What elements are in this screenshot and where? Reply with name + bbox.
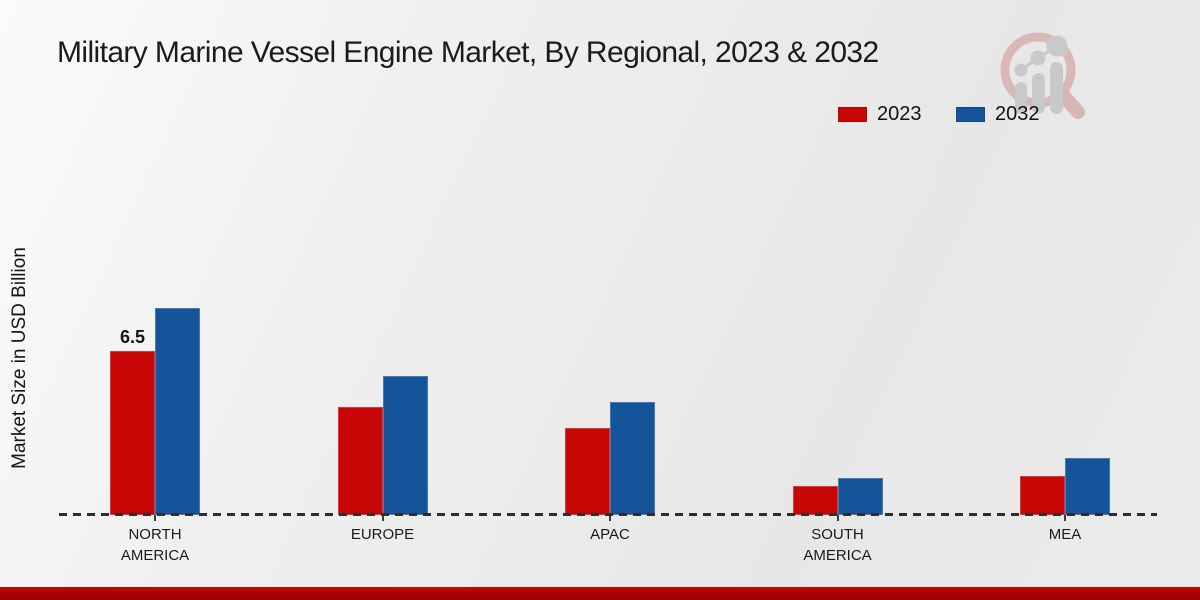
legend-item-2023: 2023	[838, 103, 922, 126]
growth-bars-icon	[1014, 35, 1068, 114]
x-axis-tick	[836, 515, 839, 521]
x-axis-dashed-baseline	[59, 513, 1157, 516]
x-axis-category-label: NORTH AMERICA	[120, 526, 190, 564]
bar-2023-south-america	[792, 486, 838, 515]
x-axis-tick	[154, 515, 156, 521]
bar-2023-apac	[565, 428, 610, 515]
legend-swatch-2032	[956, 107, 985, 122]
legend-label-2023: 2023	[877, 103, 922, 125]
x-axis-category-label: SOUTH AMERICA	[803, 526, 872, 564]
x-axis-tick	[609, 515, 611, 521]
x-axis-tick	[1064, 515, 1066, 521]
legend-label-2032: 2032	[995, 103, 1040, 125]
bar-2032-south-america	[837, 478, 883, 515]
x-axis-category-label: MEA	[1048, 526, 1082, 543]
bar-2032-mea	[1065, 458, 1110, 515]
footer-accent-bar	[0, 587, 1200, 600]
x-axis-category-label: EUROPE	[350, 526, 415, 543]
bar-2023-europe	[337, 406, 383, 515]
x-axis-category-label: APAC	[590, 526, 630, 543]
bar-value-label: 6.5	[119, 327, 146, 347]
bar-2023-mea	[1020, 475, 1065, 515]
chart-title: Military Marine Vessel Engine Market, By…	[57, 36, 879, 69]
market-research-logo-watermark	[1000, 32, 1085, 119]
bar-2032-north-america	[155, 308, 200, 515]
bar-2032-apac	[610, 401, 655, 515]
legend-item-2032: 2032	[956, 103, 1040, 126]
bar-2023-north-america	[110, 351, 155, 515]
x-axis-tick	[381, 515, 384, 521]
legend-swatch-2023	[838, 107, 867, 122]
magnifier-handle-icon	[1055, 87, 1085, 119]
bar-2032-europe	[382, 376, 428, 515]
